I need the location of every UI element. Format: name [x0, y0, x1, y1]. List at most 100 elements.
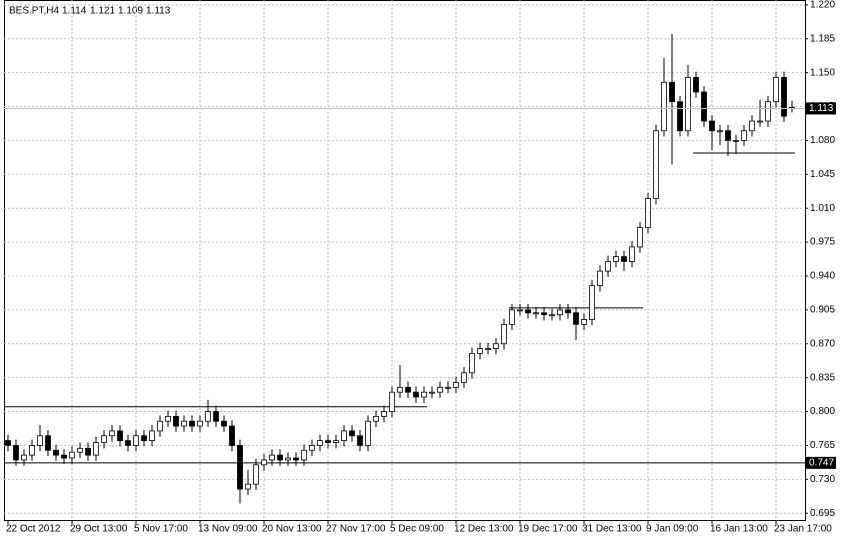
y-tick-label: 0.730 [810, 474, 835, 485]
candle-body [341, 430, 347, 441]
x-tick-label: 23 Jan 17:00 [774, 524, 832, 535]
candle-body [637, 227, 643, 248]
candle-body [245, 483, 251, 490]
x-tick-label: 29 Oct 13:00 [70, 524, 128, 535]
candle-body [117, 430, 123, 441]
candle-body [261, 459, 267, 466]
candle-body [61, 454, 67, 459]
x-tick-label: 9 Jan 09:00 [646, 524, 699, 535]
candle-body [13, 445, 19, 461]
candle-body [357, 435, 363, 446]
candle-body [501, 323, 507, 345]
candle-body [717, 130, 723, 133]
header-value: 1.113 [146, 6, 171, 17]
candle-body [453, 382, 459, 388]
candle-body [325, 440, 331, 443]
candle-body [709, 120, 715, 132]
candle-body [77, 447, 83, 453]
candle-body [213, 411, 219, 422]
candle-body [157, 420, 163, 432]
y-tick-label: 1.220 [810, 0, 835, 10]
candle-body [365, 420, 371, 446]
candle-body [37, 435, 43, 446]
y-tick-label: 0.975 [810, 237, 835, 248]
candle-body [629, 246, 635, 262]
candle-body [149, 430, 155, 441]
candle-body [541, 312, 547, 316]
candle-body [589, 285, 595, 320]
candle-body [549, 314, 555, 317]
candle-body [429, 391, 435, 394]
x-tick-label: 19 Dec 17:00 [518, 524, 578, 535]
candle-body [445, 386, 451, 389]
candle-body [613, 256, 619, 262]
candle-body [685, 77, 691, 132]
price-label: 0.747 [809, 458, 834, 469]
header-value: 1.114 [62, 6, 87, 17]
candle-body [557, 309, 563, 316]
candle-body [285, 457, 291, 461]
candle-body [573, 312, 579, 325]
y-tick-label: 0.835 [810, 372, 835, 383]
candle-body [253, 464, 259, 485]
candle-body [317, 440, 323, 446]
y-tick-label: 0.905 [810, 305, 835, 316]
candle-body [197, 420, 203, 427]
candle-body [349, 430, 355, 437]
candle-body [5, 440, 11, 446]
candle-body [749, 120, 755, 132]
candle-body [141, 435, 147, 441]
chart-title: BES.PT,H4 [9, 6, 59, 17]
x-tick-label: 13 Nov 09:00 [198, 524, 258, 535]
candle-body [653, 130, 659, 199]
candle-body [333, 440, 339, 443]
candle-body [693, 77, 699, 93]
candle-body [45, 435, 51, 451]
x-tick-label: 16 Jan 13:00 [710, 524, 768, 535]
candle-body [469, 353, 475, 374]
candle-body [397, 386, 403, 393]
candle-body [493, 343, 499, 350]
candle-body [621, 256, 627, 262]
candle-body [293, 457, 299, 461]
candle-body [85, 447, 91, 456]
candle-body [53, 449, 59, 456]
candle-body [229, 425, 235, 446]
candle-body [781, 77, 787, 117]
candle-body [661, 81, 667, 132]
candle-body [29, 445, 35, 456]
candle-body [677, 101, 683, 132]
candle-body [461, 372, 467, 383]
candle-body [189, 420, 195, 427]
candle-body [733, 140, 739, 142]
candle-body [389, 391, 395, 412]
x-tick-label: 22 Oct 2012 [6, 524, 61, 535]
y-tick-label: 1.045 [810, 169, 835, 180]
candle-body [701, 91, 707, 122]
y-tick-label: 1.010 [810, 203, 835, 214]
candle-body [517, 309, 523, 312]
candle-body [741, 130, 747, 141]
candle-body [101, 435, 107, 443]
y-tick-label: 1.080 [810, 135, 835, 146]
candle-body [477, 348, 483, 354]
candle-body [125, 440, 131, 446]
candle-body [381, 411, 387, 417]
y-tick-label: 0.870 [810, 338, 835, 349]
candle-body [669, 81, 675, 103]
price-label-box [806, 102, 836, 115]
candle-body [181, 420, 187, 427]
price-label-box [806, 456, 836, 469]
candle-body [21, 454, 27, 461]
candle-body [301, 449, 307, 461]
candle-body [565, 309, 571, 314]
candle-body [93, 442, 99, 456]
candle-body [269, 454, 275, 461]
candle-body [69, 451, 75, 459]
candle-body [509, 309, 515, 325]
candle-body [173, 415, 179, 427]
x-tick-label: 12 Dec 13:00 [454, 524, 514, 535]
candle-body [373, 415, 379, 422]
price-label: 1.113 [809, 103, 834, 114]
